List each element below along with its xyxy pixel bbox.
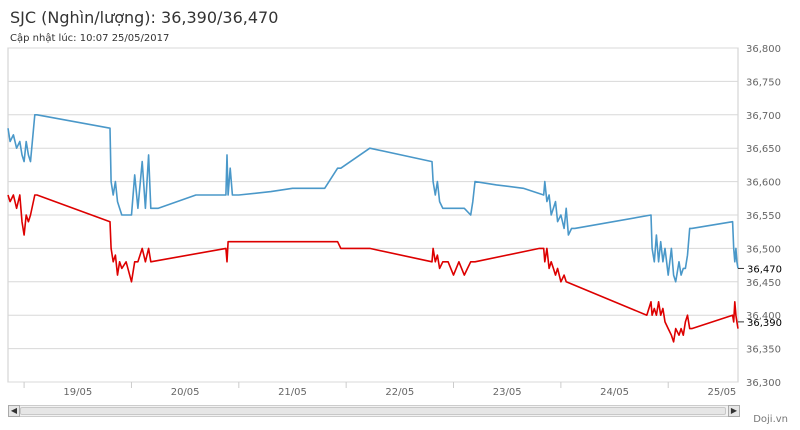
x-tick-label: 22/05 <box>385 387 414 398</box>
x-tick-label: 21/05 <box>278 387 307 398</box>
y-tick-label: 36,700 <box>746 111 781 122</box>
y-tick-label: 36,400 <box>746 311 781 322</box>
x-tick-label: 24/05 <box>600 387 629 398</box>
x-tick-label: 19/05 <box>63 387 92 398</box>
y-tick-label: 36,550 <box>746 211 781 222</box>
arrow-left-icon: ◀ <box>10 406 18 415</box>
chart-title: SJC (Nghìn/lượng): 36,390/36,470 <box>10 8 279 27</box>
y-tick-label: 36,750 <box>746 77 781 88</box>
y-tick-label: 36,650 <box>746 144 781 155</box>
credit-label[interactable]: Doji.vn <box>753 414 788 425</box>
x-tick-label: 23/05 <box>493 387 522 398</box>
y-tick-label: 36,800 <box>746 44 781 55</box>
scroll-right-button[interactable]: ▶ <box>728 405 740 417</box>
y-tick-label: 36,600 <box>746 178 781 189</box>
y-tick-label: 36,500 <box>746 244 781 255</box>
series-line-2 <box>7 194 739 343</box>
scrollbar-thumb[interactable] <box>20 407 726 415</box>
series-line-1 <box>7 114 739 283</box>
last-value-label-1: 36,470 <box>747 264 782 275</box>
update-timestamp: Cập nhật lúc: 10:07 25/05/2017 <box>10 33 170 44</box>
last-value-label-2: 36,390 <box>747 318 782 329</box>
x-tick-label: 20/05 <box>171 387 200 398</box>
scroll-left-button[interactable]: ◀ <box>8 405 20 417</box>
arrow-right-icon: ▶ <box>730 406 738 415</box>
y-tick-label: 36,350 <box>746 345 781 356</box>
y-tick-label: 36,300 <box>746 378 781 389</box>
x-tick-label: 25/05 <box>707 387 736 398</box>
y-tick-label: 36,450 <box>746 278 781 289</box>
